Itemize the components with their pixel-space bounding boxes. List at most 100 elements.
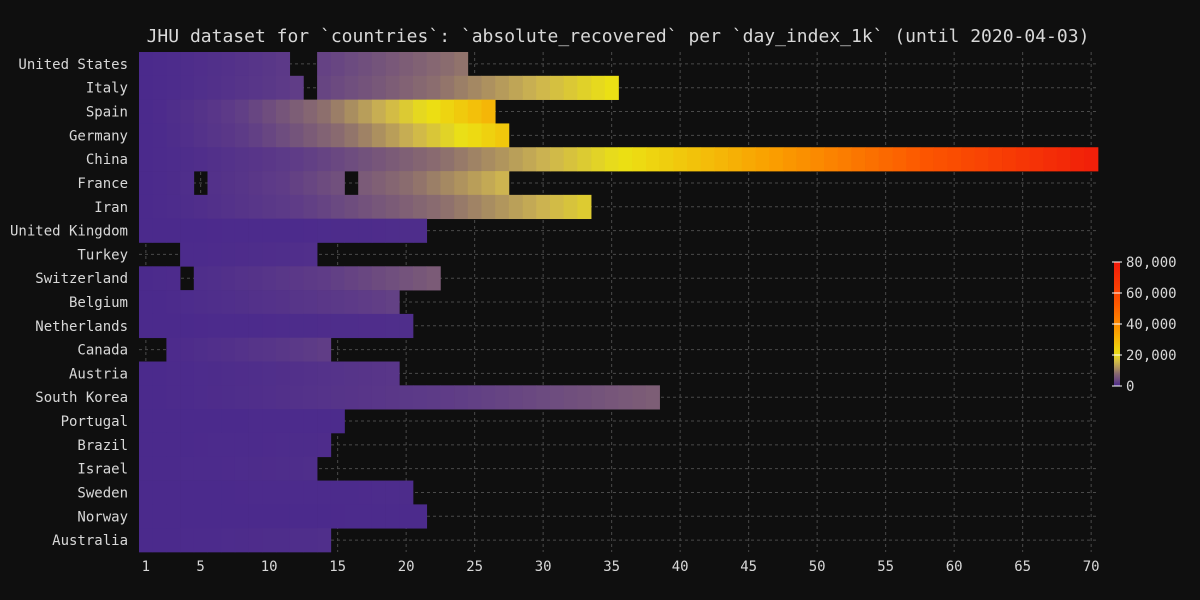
heatmap-cell [139,313,154,339]
heatmap-cell [276,313,291,339]
heatmap-cell [330,504,345,529]
heatmap-cell [289,361,304,386]
heatmap-cell [330,52,345,77]
heatmap-cell [221,337,236,362]
heatmap-cell [152,52,167,77]
heatmap-cell [385,123,400,148]
heatmap-cell [454,385,469,410]
heatmap-cell [508,194,523,220]
heatmap-cell [481,75,496,100]
heatmap-cell [385,385,400,410]
heatmap-cell [495,75,510,100]
heatmap-cell [262,194,277,220]
heatmap-cell [303,290,318,315]
heatmap-cell [139,456,154,481]
heatmap-cell [317,194,332,220]
heatmap-cell [330,480,345,505]
heatmap-cell [974,147,989,172]
x-tick-label: 15 [329,559,346,575]
heatmap-cell [426,385,441,410]
heatmap-cell [1070,147,1085,172]
heatmap-cell [782,147,797,172]
heatmap-cell [385,52,400,77]
heatmap-cell [276,75,291,100]
heatmap-cell [276,385,291,410]
heatmap-cell [289,99,304,124]
heatmap-cell [1043,147,1058,172]
heatmap-cell [166,290,181,315]
x-tick-label: 70 [1083,559,1100,575]
heatmap-cell [234,194,249,220]
heatmap-cell [248,218,263,243]
y-tick-label: Netherlands [35,319,128,335]
heatmap-cell [262,99,277,124]
heatmap-cell [303,337,318,362]
heatmap-cell [385,75,400,100]
heatmap-cell [193,266,208,291]
x-tick-label: 45 [740,559,757,575]
heatmap-cell [358,99,373,124]
heatmap-cell [221,409,236,434]
y-tick-label: Australia [52,533,128,549]
heatmap-cell [385,99,400,124]
heatmap-cell [413,171,428,196]
heatmap-cell [1002,147,1017,172]
heatmap-cell [193,218,208,243]
heatmap-cell [248,171,263,196]
heatmap-cell [371,147,386,172]
heatmap-cell [796,147,811,172]
heatmap-cell [166,123,181,148]
heatmap-cell [276,456,291,481]
heatmap-cell [152,218,167,243]
heatmap-cell [426,99,441,124]
heatmap-cell [152,480,167,505]
heatmap-cell [152,290,167,315]
heatmap-cell [289,480,304,505]
heatmap-cell [645,385,660,410]
heatmap-cell [234,52,249,77]
heatmap-cell [413,194,428,220]
heatmap-cell [276,504,291,529]
heatmap-cell [289,313,304,339]
heatmap-cell [180,242,195,267]
heatmap-cell [303,242,318,267]
heatmap-cell [234,313,249,339]
heatmap-cell [413,52,428,77]
heatmap-cell [139,528,154,553]
heatmap-cell [180,409,195,434]
heatmap-cell [193,242,208,267]
heatmap-cell [330,266,345,291]
heatmap-cell [687,147,702,172]
heatmap-cell [139,75,154,100]
heatmap-cell [166,75,181,100]
heatmap-cell [604,147,619,172]
heatmap-cell [399,266,414,291]
colorbar: 0 20,000 40,000 60,000 80,000 [1112,255,1177,395]
heatmap-cell [248,194,263,220]
heatmap-cell [371,504,386,529]
heatmap-cell [508,147,523,172]
x-tick-label: 10 [261,559,278,575]
heatmap-cell [700,147,715,172]
heatmap-cell [289,75,304,100]
heatmap-cell [550,194,565,220]
heatmap-cell [303,528,318,553]
heatmap-cell [604,385,619,410]
heatmap-cell [152,147,167,172]
heatmap-cell [152,171,167,196]
heatmap-cell [276,147,291,172]
heatmap-cell [413,123,428,148]
heatmap-cell [262,147,277,172]
heatmap-cell [413,504,428,529]
heatmap-cell [207,456,222,481]
heatmap-cell [221,171,236,196]
heatmap-cell [454,147,469,172]
heatmap-cell [851,147,866,172]
heatmap-cell [139,52,154,77]
heatmap-cell [330,218,345,243]
heatmap-cell [180,123,195,148]
x-tick-label: 25 [466,559,483,575]
heatmap-cell [440,385,455,410]
heatmap-cell [180,99,195,124]
heatmap-cell [234,242,249,267]
